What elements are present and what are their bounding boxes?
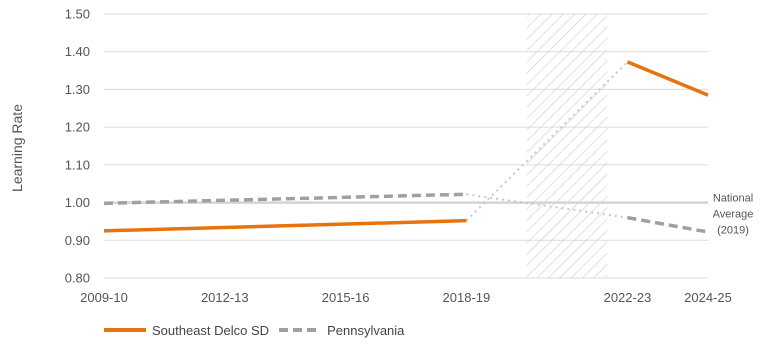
y-tick-label-7: 1.50 [65,7,90,22]
y-tick-label-1: 0.90 [65,233,90,248]
series-bridge-southeast-delco-sd [465,61,629,222]
series-lines [103,60,709,234]
reference-label-line-2: (2019) [717,225,749,237]
x-tick-label-4: 2022-23 [604,290,652,305]
shaded-period-rect [526,14,608,278]
x-tick-label-5: 2024-25 [684,290,732,305]
x-tick-label-2: 2015-16 [322,290,370,305]
legend-label-southeast-delco: Southeast Delco SD [152,322,270,338]
legend: Southeast Delco SD Pennsylvania [104,320,404,340]
y-tick-label-2: 1.00 [65,195,90,210]
reference-label-line-0: National [713,193,753,205]
reference-line-label: National Average (2019) [713,193,754,237]
shaded-period [526,14,608,278]
y-tick-label-4: 1.20 [65,120,90,135]
reference-label-line-1: Average [713,209,754,221]
y-tick-label-5: 1.30 [65,82,90,97]
x-axis-ticks: 2009-10 2012-13 2015-16 2018-19 2022-23 2024-… [80,290,732,305]
legend-swatch-southeast-delco [104,328,146,332]
y-tick-label-0: 0.80 [65,271,90,286]
legend-item-pennsylvania: Pennsylvania [279,323,404,338]
x-tick-label-0: 2009-10 [80,290,128,305]
legend-swatch-pennsylvania [279,328,322,332]
x-tick-label-1: 2012-13 [201,290,249,305]
series-line-southeast-delco-sd-0 [103,218,467,233]
y-axis-ticks: 0.80 0.90 1.00 1.10 1.20 1.30 1.40 1.50 [65,7,90,286]
y-tick-label-3: 1.10 [65,157,90,172]
legend-item-southeast-delco: Southeast Delco SD [104,323,269,338]
y-axis-label: Learning Rate [9,104,25,192]
y-tick-label-6: 1.40 [65,44,90,59]
legend-label-pennsylvania: Pennsylvania [327,322,405,338]
series-line-pennsylvania-0 [103,192,467,206]
series-line-southeast-delco-sd-1 [626,60,709,97]
x-tick-label-3: 2018-19 [443,290,491,305]
series-line-pennsylvania-1 [627,215,709,234]
grid-lines [104,13,708,279]
